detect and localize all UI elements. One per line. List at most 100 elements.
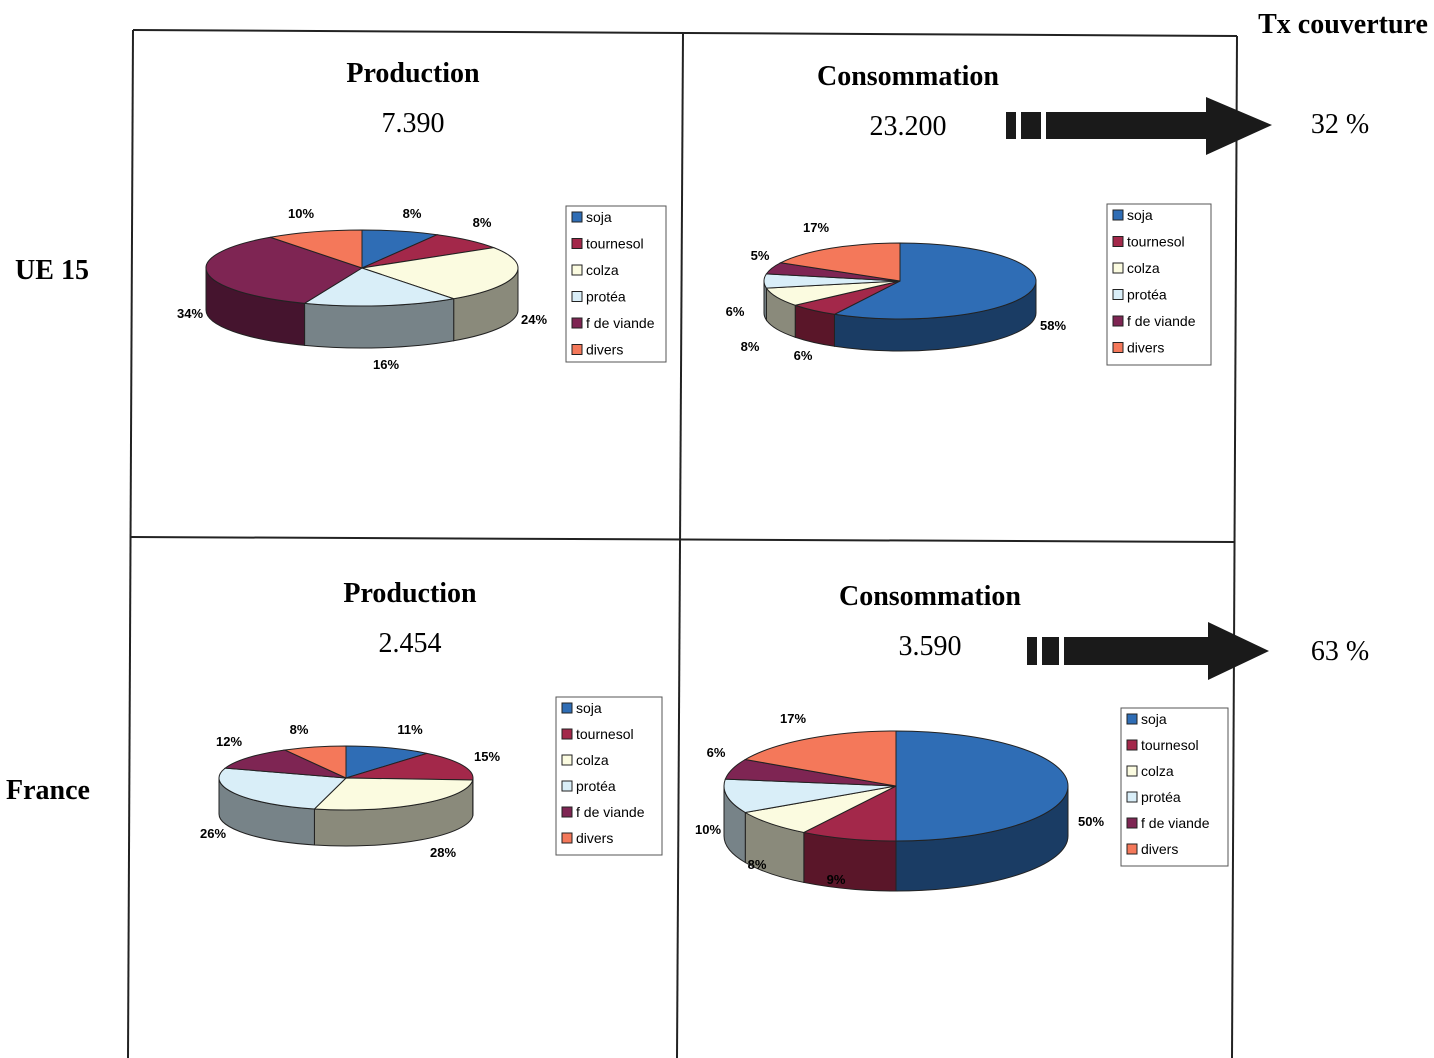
legend-swatch-divers xyxy=(571,344,583,355)
pie-data-label: 28% xyxy=(430,845,456,860)
legend-label: soja xyxy=(586,209,612,225)
legend-label: divers xyxy=(586,342,623,358)
legend-swatch-f-de-viande xyxy=(571,317,583,329)
pie-data-label: 9% xyxy=(827,872,846,887)
pie-slice-tournesol xyxy=(802,785,897,842)
pie-side-walls xyxy=(218,777,474,847)
pie-slice-protea xyxy=(723,778,897,814)
legend-label: tournesol xyxy=(1127,234,1185,250)
pie-slice-colza xyxy=(361,247,519,300)
pie-side-walls xyxy=(723,785,1069,892)
panel-total-france-production: 2.454 xyxy=(379,628,442,659)
pie-data-label: 6% xyxy=(726,304,745,319)
pie-data-label: 17% xyxy=(780,711,806,726)
pie-data-label: 50% xyxy=(1078,814,1104,829)
legend-label: colza xyxy=(1141,763,1174,779)
legend-label: tournesol xyxy=(1141,737,1199,753)
legend-swatch-protea xyxy=(561,780,573,792)
panel-total-france-consommation: 3.590 xyxy=(899,631,962,662)
legend-swatch-colza xyxy=(571,264,583,276)
panel-title-france-production: Production xyxy=(343,578,477,609)
arrow-icon xyxy=(1006,97,1272,155)
legend-label: f de viande xyxy=(586,315,655,331)
pie-data-label: 8% xyxy=(290,722,309,737)
pie-slice-divers xyxy=(743,730,897,787)
pie-slice-soja xyxy=(345,745,428,779)
pie-data-label: 24% xyxy=(521,312,547,327)
legend-box xyxy=(565,205,667,363)
row-label-france: France xyxy=(6,775,90,806)
pie-slice-protea xyxy=(303,267,454,307)
pie-data-label: 34% xyxy=(177,306,203,321)
legend-label: divers xyxy=(1141,841,1178,857)
legend-swatch-f-de-viande xyxy=(1112,315,1124,327)
legend-swatch-colza xyxy=(1126,765,1138,777)
pie-chart-france-production: 11% 15% 28% 26% 12% 8% xyxy=(200,722,500,860)
legend-swatch-divers xyxy=(1112,342,1124,353)
pie-side-walls xyxy=(763,280,1037,352)
pie-data-label: 58% xyxy=(1040,318,1066,333)
arrow-icon xyxy=(1027,622,1269,680)
legend-swatch-divers xyxy=(1126,843,1138,855)
legend-ue15-production: soja tournesol colza protéa f de viande diver… xyxy=(565,205,667,363)
legend-label: colza xyxy=(1127,260,1160,276)
pie-data-label: 12% xyxy=(216,734,242,749)
legend-swatch-soja xyxy=(571,211,583,223)
legend-france-consommation: soja tournesol colza protéa f de viande diver… xyxy=(1120,707,1229,867)
legend-swatch-f-de-viande xyxy=(561,806,573,818)
legend-label: f de viande xyxy=(576,804,645,820)
legend-label: soja xyxy=(1127,207,1153,223)
pie-data-label: 10% xyxy=(695,822,721,837)
legend-swatch-colza xyxy=(561,754,573,766)
pie-slice-f-de-viande xyxy=(223,749,347,779)
legend-label: protéa xyxy=(586,289,626,305)
pie-data-label: 5% xyxy=(751,248,770,263)
legend-swatch-protea xyxy=(1112,289,1124,300)
legend-label: divers xyxy=(576,830,613,846)
pie-data-label: 15% xyxy=(474,749,500,764)
legend-swatch-soja xyxy=(1112,209,1124,221)
row-label-ue15: UE 15 xyxy=(15,255,89,286)
legend-swatch-divers xyxy=(561,832,573,844)
legend-swatch-tournesol xyxy=(571,238,583,249)
panel-total-ue15-consommation: 23.200 xyxy=(870,111,947,142)
pie-data-label: 8% xyxy=(473,215,492,230)
panel-title-france-consommation: Consommation xyxy=(839,581,1021,612)
legend-box xyxy=(1120,707,1229,867)
pie-slice-divers xyxy=(779,242,901,282)
pie-slice-divers xyxy=(283,745,347,779)
legend-ue15-consommation: soja tournesol colza protéa f de viande diver… xyxy=(1106,203,1212,366)
legend-label: colza xyxy=(586,262,619,278)
coverage-title: Tx couverture xyxy=(1258,9,1428,40)
legend-swatch-protea xyxy=(1126,791,1138,803)
legend-label: protéa xyxy=(1127,287,1167,303)
legend-box xyxy=(1106,203,1212,366)
pie-data-label: 16% xyxy=(373,357,399,372)
pie-data-label: 6% xyxy=(794,348,813,363)
legend-label: f de viande xyxy=(1127,313,1196,329)
pie-slice-divers xyxy=(270,229,363,269)
legend-label: tournesol xyxy=(576,726,634,742)
legend-swatch-f-de-viande xyxy=(1126,817,1138,829)
panel-total-ue15-production: 7.390 xyxy=(382,108,445,139)
legend-label: f de viande xyxy=(1141,815,1210,831)
coverage-value-ue15: 32 % xyxy=(1311,109,1369,140)
pie-data-label: 17% xyxy=(803,220,829,235)
legend-swatch-tournesol xyxy=(1112,236,1124,247)
pie-data-label: 11% xyxy=(397,722,423,737)
pie-slice-tournesol xyxy=(345,752,474,781)
legend-swatch-tournesol xyxy=(1126,739,1138,751)
pie-data-label: 8% xyxy=(741,339,760,354)
legend-label: protéa xyxy=(576,778,616,794)
legend-france-production: soja tournesol colza protéa f de viande diver… xyxy=(555,696,663,856)
legend-swatch-protea xyxy=(571,291,583,302)
legend-swatch-tournesol xyxy=(561,728,573,740)
legend-swatch-soja xyxy=(1126,713,1138,725)
pie-data-label: 6% xyxy=(707,745,726,760)
coverage-value-france: 63 % xyxy=(1311,636,1369,667)
pie-data-label: 26% xyxy=(200,826,226,841)
pie-slice-soja xyxy=(895,730,1069,842)
legend-label: divers xyxy=(1127,340,1164,356)
pie-side-walls xyxy=(205,267,519,349)
